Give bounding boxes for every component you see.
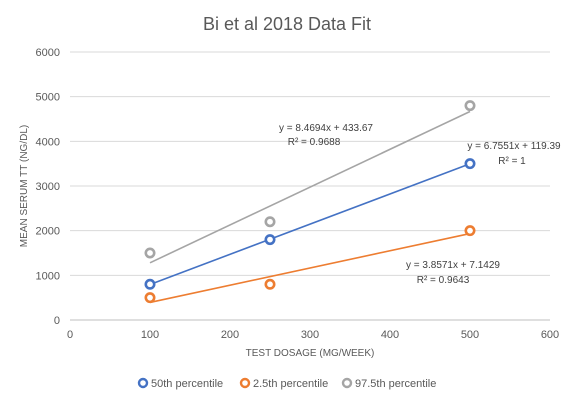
legend-marker [341, 377, 353, 389]
trendline-r-squared: R² = 0.9643 [417, 275, 470, 286]
y-tick-label: 5000 [36, 92, 60, 104]
legend-marker [239, 377, 251, 389]
y-tick-label: 4000 [36, 136, 60, 148]
trendline-2-5th-percentile [149, 232, 471, 304]
x-tick-label: 600 [541, 329, 559, 341]
legend-marker [137, 377, 149, 389]
x-tick-label: 200 [221, 329, 239, 341]
data-point [144, 278, 156, 290]
x-axis-title: TEST DOSAGE (MG/WEEK) [246, 348, 375, 359]
data-point [464, 158, 476, 170]
y-tick-label: 1000 [36, 270, 60, 282]
y-tick-label: 2000 [36, 226, 60, 238]
data-point [264, 278, 276, 290]
x-tick-label: 400 [381, 329, 399, 341]
data-point [144, 292, 156, 304]
x-tick-label: 500 [461, 329, 479, 341]
x-tick-label: 300 [301, 329, 319, 341]
data-point [464, 225, 476, 237]
trendline-r-squared: R² = 0.9688 [288, 137, 341, 148]
trendline-equation: y = 3.8571x + 7.1429 [406, 260, 500, 271]
trendline-97-5th-percentile [149, 110, 471, 264]
trendline-50th-percentile [149, 163, 471, 286]
x-tick-label: 0 [67, 329, 73, 341]
y-axis-title: MEAN SERUM TT (NG/DL) [19, 125, 30, 247]
legend-label: 2.5th percentile [253, 378, 328, 390]
legend-label: 50th percentile [151, 378, 223, 390]
data-point [264, 234, 276, 246]
x-tick-label: 100 [141, 329, 159, 341]
legend-label: 97.5th percentile [355, 378, 436, 390]
data-point [264, 216, 276, 228]
chart-title: Bi et al 2018 Data Fit [203, 14, 371, 34]
data-point [464, 100, 476, 112]
y-tick-label: 0 [54, 315, 60, 327]
trendline-equation: y = 8.4694x + 433.67 [279, 123, 373, 134]
data-point [144, 247, 156, 259]
y-tick-label: 6000 [36, 47, 60, 59]
trendline-r-squared: R² = 1 [498, 156, 526, 167]
y-tick-label: 3000 [36, 181, 60, 193]
trendline-equation: y = 6.7551x + 119.39 [467, 141, 561, 152]
